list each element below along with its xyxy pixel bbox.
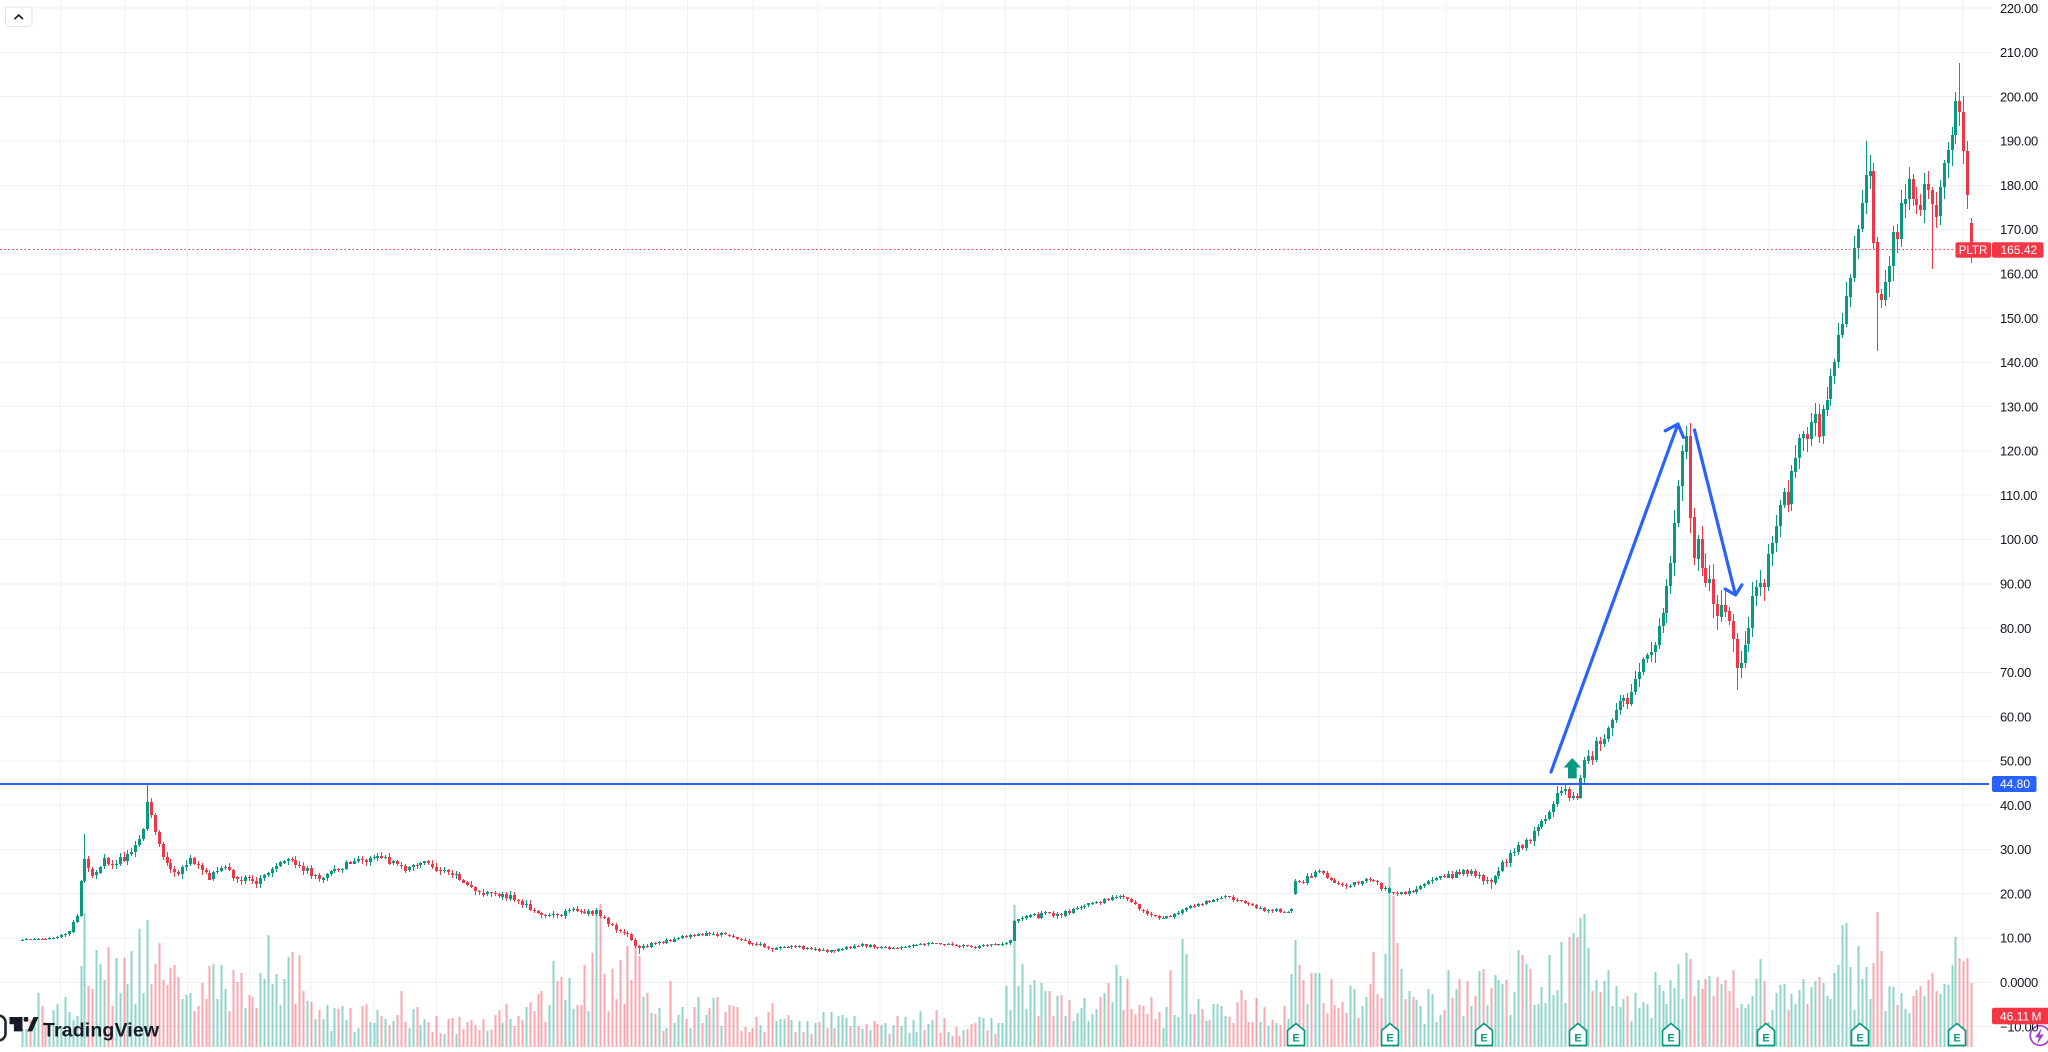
svg-text:E: E <box>1856 1033 1863 1045</box>
svg-text:30.00: 30.00 <box>2000 842 2031 857</box>
svg-text:110.00: 110.00 <box>2000 488 2037 503</box>
svg-text:210.00: 210.00 <box>2000 45 2038 60</box>
svg-text:E: E <box>1574 1033 1581 1045</box>
svg-text:46.11 M: 46.11 M <box>2000 1010 2042 1024</box>
svg-text:E: E <box>1762 1033 1769 1045</box>
svg-text:180.00: 180.00 <box>2000 178 2038 193</box>
svg-text:90.00: 90.00 <box>2000 577 2031 592</box>
svg-text:E: E <box>1292 1033 1299 1045</box>
svg-text:160.00: 160.00 <box>2000 267 2038 282</box>
svg-text:50.00: 50.00 <box>2000 754 2031 769</box>
svg-text:220.00: 220.00 <box>2000 1 2038 16</box>
svg-text:165.42: 165.42 <box>2001 243 2038 257</box>
svg-text:60.00: 60.00 <box>2000 709 2031 724</box>
svg-text:200.00: 200.00 <box>2000 89 2038 104</box>
svg-text:40.00: 40.00 <box>2000 798 2031 813</box>
svg-text:100.00: 100.00 <box>2000 532 2038 547</box>
svg-text:E: E <box>1386 1033 1393 1045</box>
svg-text:70.00: 70.00 <box>2000 665 2031 680</box>
svg-text:170.00: 170.00 <box>2000 222 2038 237</box>
svg-text:10.00: 10.00 <box>2000 931 2031 946</box>
svg-text:120.00: 120.00 <box>2000 444 2038 459</box>
svg-text:80.00: 80.00 <box>2000 621 2031 636</box>
svg-text:E: E <box>1480 1033 1487 1045</box>
svg-text:140.00: 140.00 <box>2000 355 2038 370</box>
svg-text:0.0000: 0.0000 <box>2000 975 2038 990</box>
svg-text:E: E <box>1953 1033 1960 1045</box>
svg-text:150.00: 150.00 <box>2000 311 2038 326</box>
svg-text:PLTR: PLTR <box>1959 245 1988 257</box>
svg-text:130.00: 130.00 <box>2000 399 2038 414</box>
svg-text:190.00: 190.00 <box>2000 134 2038 149</box>
svg-text:TradingView: TradingView <box>43 1020 160 1042</box>
svg-text:44.80: 44.80 <box>2000 777 2030 791</box>
svg-text:E: E <box>1667 1033 1674 1045</box>
svg-text:20.00: 20.00 <box>2000 886 2031 901</box>
